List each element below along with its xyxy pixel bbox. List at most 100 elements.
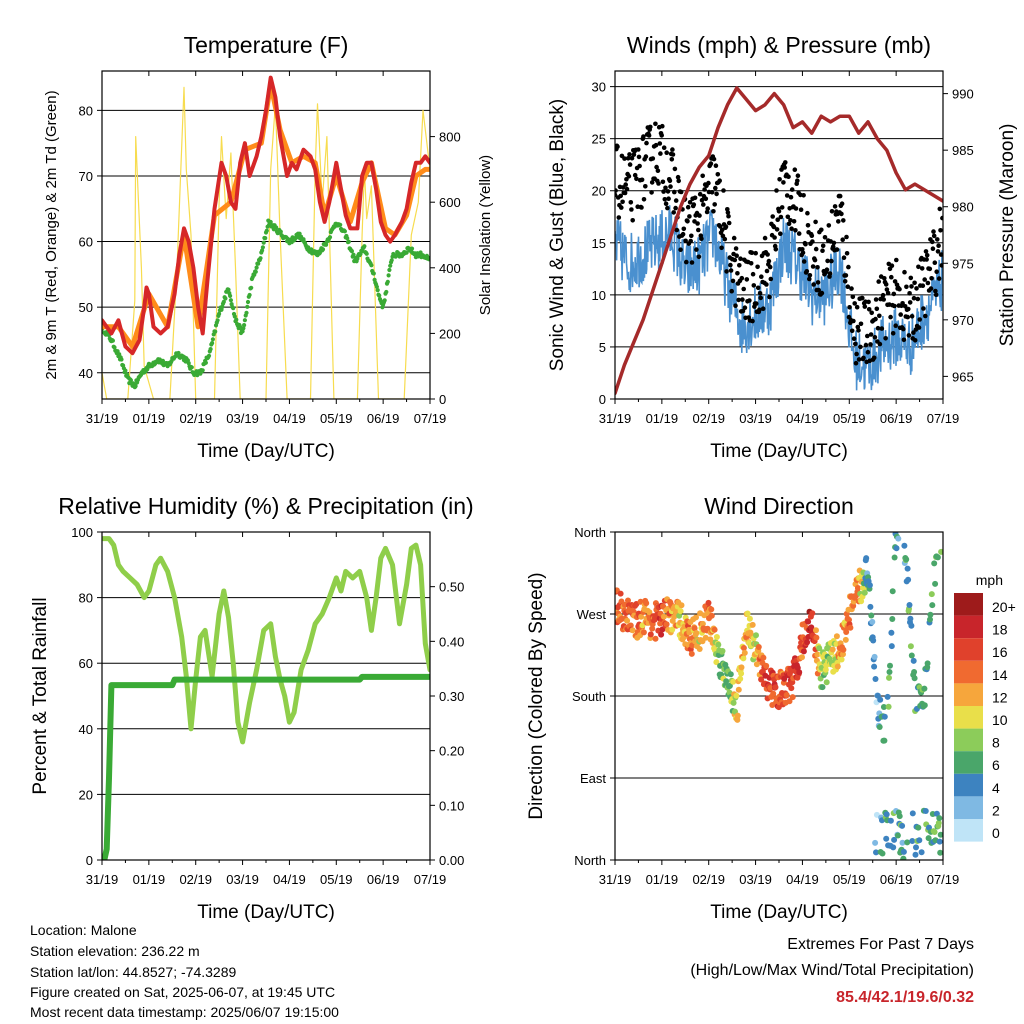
wind-chart-gust-point <box>810 239 815 244</box>
rh-chart-ytick-label: 100 <box>71 525 93 540</box>
direction-chart-point <box>866 582 873 589</box>
speed-legend-swatch <box>954 593 983 616</box>
temp-chart-dewpoint-point <box>123 368 128 373</box>
temp-chart-dewpoint-point <box>200 368 205 373</box>
direction-chart-point <box>890 844 897 851</box>
direction-chart-point <box>753 661 760 668</box>
direction-chart-point <box>772 684 779 691</box>
wind-chart-gust-point <box>778 214 784 220</box>
wind-chart-gust-point <box>754 301 759 306</box>
temp-chart-dewpoint-point <box>386 273 391 278</box>
temp-chart-xtick-label: 01/19 <box>133 411 166 426</box>
direction-chart-point <box>800 648 807 655</box>
speed-legend-label: 4 <box>992 780 1000 796</box>
wind-chart-gust-point <box>697 213 702 218</box>
wind-chart-gust-point <box>793 228 798 233</box>
speed-legend-label: 0 <box>992 825 1000 841</box>
temp-chart-ytick-label: 70 <box>79 169 93 184</box>
temp-chart-ytick-label: 40 <box>79 366 93 381</box>
wind-chart-gust-point <box>764 268 770 274</box>
temp-chart-dewpoint-point <box>253 269 258 274</box>
wind-chart-gust-point <box>811 282 816 287</box>
direction-chart-point <box>833 633 840 640</box>
wind-chart-gust-point <box>909 284 914 289</box>
wind-chart-gust-point <box>939 263 943 268</box>
speed-legend-swatch <box>954 728 983 752</box>
temp-chart-dewpoint-point <box>369 263 374 268</box>
temp-chart-dewpoint-point <box>385 279 390 284</box>
direction-chart-point <box>931 560 938 567</box>
direction-chart-ytick-label: North <box>574 853 606 868</box>
wind-chart-gust-point <box>656 181 661 186</box>
wind-chart-gust-point <box>932 260 938 266</box>
direction-chart-point <box>658 631 665 638</box>
temp-chart-dewpoint-point <box>112 345 117 350</box>
wind-chart-gust-point <box>766 258 772 264</box>
direction-chart-point <box>896 813 903 820</box>
wind-chart-gust-point <box>901 326 906 332</box>
temp-chart-2m-line <box>102 75 430 356</box>
wind-chart-gust-point <box>779 205 785 210</box>
rh-chart-xtick-label: 31/19 <box>86 872 119 887</box>
wind-chart-gust-point <box>648 124 653 130</box>
wind-chart-gust-point <box>622 156 627 161</box>
rh-chart-xtick-label: 01/19 <box>133 872 166 887</box>
direction-chart-point <box>671 613 678 620</box>
wind-chart-gust-point <box>728 262 733 268</box>
wind-chart-gust-point <box>916 325 922 330</box>
direction-chart-point <box>871 663 878 670</box>
wind-chart-y2tick-label: 965 <box>952 369 974 384</box>
speed-legend-label: 20+ <box>992 599 1016 615</box>
direction-chart-point <box>829 646 836 653</box>
direction-chart-point <box>691 625 698 632</box>
direction-chart-xtick-label: 05/19 <box>833 872 866 887</box>
wind-chart-gust-point <box>876 279 881 284</box>
wind-chart-gust-point <box>777 177 782 182</box>
wind-chart-gust-point <box>866 307 872 312</box>
wind-chart-gust-point <box>933 292 939 298</box>
temp-chart-ytick-label: 80 <box>79 103 93 118</box>
wind-chart-gust-point <box>841 255 847 260</box>
direction-chart-point <box>783 692 790 698</box>
clipW-plot-area <box>615 86 943 396</box>
wind-chart-gust-point <box>907 300 913 305</box>
temp-chart-dewpoint-point <box>145 367 150 372</box>
temp-chart-dewpoint-point <box>231 306 236 311</box>
wind-chart-gust-point <box>863 342 869 348</box>
wind-chart-gust-point <box>735 271 740 276</box>
wind-chart-title: Winds (mph) & Pressure (mb) <box>627 32 931 58</box>
rh-chart-y2tick-label: 0.20 <box>439 744 464 759</box>
speed-legend-label: 2 <box>992 802 1000 818</box>
direction-chart-point <box>907 615 914 622</box>
wind-chart-gust-point <box>736 297 741 303</box>
wind-chart-gust-point <box>719 245 724 251</box>
wind-chart-gust-point <box>815 265 820 270</box>
direction-chart-point <box>799 654 805 661</box>
wind-chart-gust-point <box>713 163 719 168</box>
temp-chart-dewpoint-point <box>247 292 252 298</box>
wind-chart-gust-point <box>708 161 714 166</box>
wind-chart-gust-point <box>880 292 886 298</box>
direction-chart-point <box>880 704 887 710</box>
temp-chart-dewpoint-point <box>117 352 122 357</box>
wind-chart-gust-point <box>732 257 738 263</box>
wind-chart-gust-point <box>783 160 788 165</box>
rh-chart-ytick-label: 60 <box>79 656 93 671</box>
direction-chart-point <box>883 811 890 818</box>
wind-chart-gust-point <box>919 266 925 271</box>
wind-chart-gust-point <box>936 276 942 281</box>
wind-chart-gust-point <box>731 235 737 241</box>
wind-chart-gust-point <box>774 227 780 232</box>
temp-chart-y2tick-label: 800 <box>439 130 461 145</box>
wind-chart-gust-point <box>726 213 731 219</box>
wind-chart-xtick-label: 31/19 <box>599 411 632 426</box>
wind-chart-gust-point <box>762 235 768 241</box>
wind-chart-gust-point <box>935 237 940 242</box>
wind-chart-gust-point <box>898 312 903 317</box>
wind-chart-gust-point <box>625 156 631 161</box>
temp-chart-xtick-label: 06/19 <box>367 411 400 426</box>
direction-chart-point <box>715 641 722 648</box>
wind-chart-gust-point <box>696 227 701 233</box>
wind-chart-gust-point <box>914 286 919 291</box>
wind-chart-gust-point <box>829 258 834 264</box>
